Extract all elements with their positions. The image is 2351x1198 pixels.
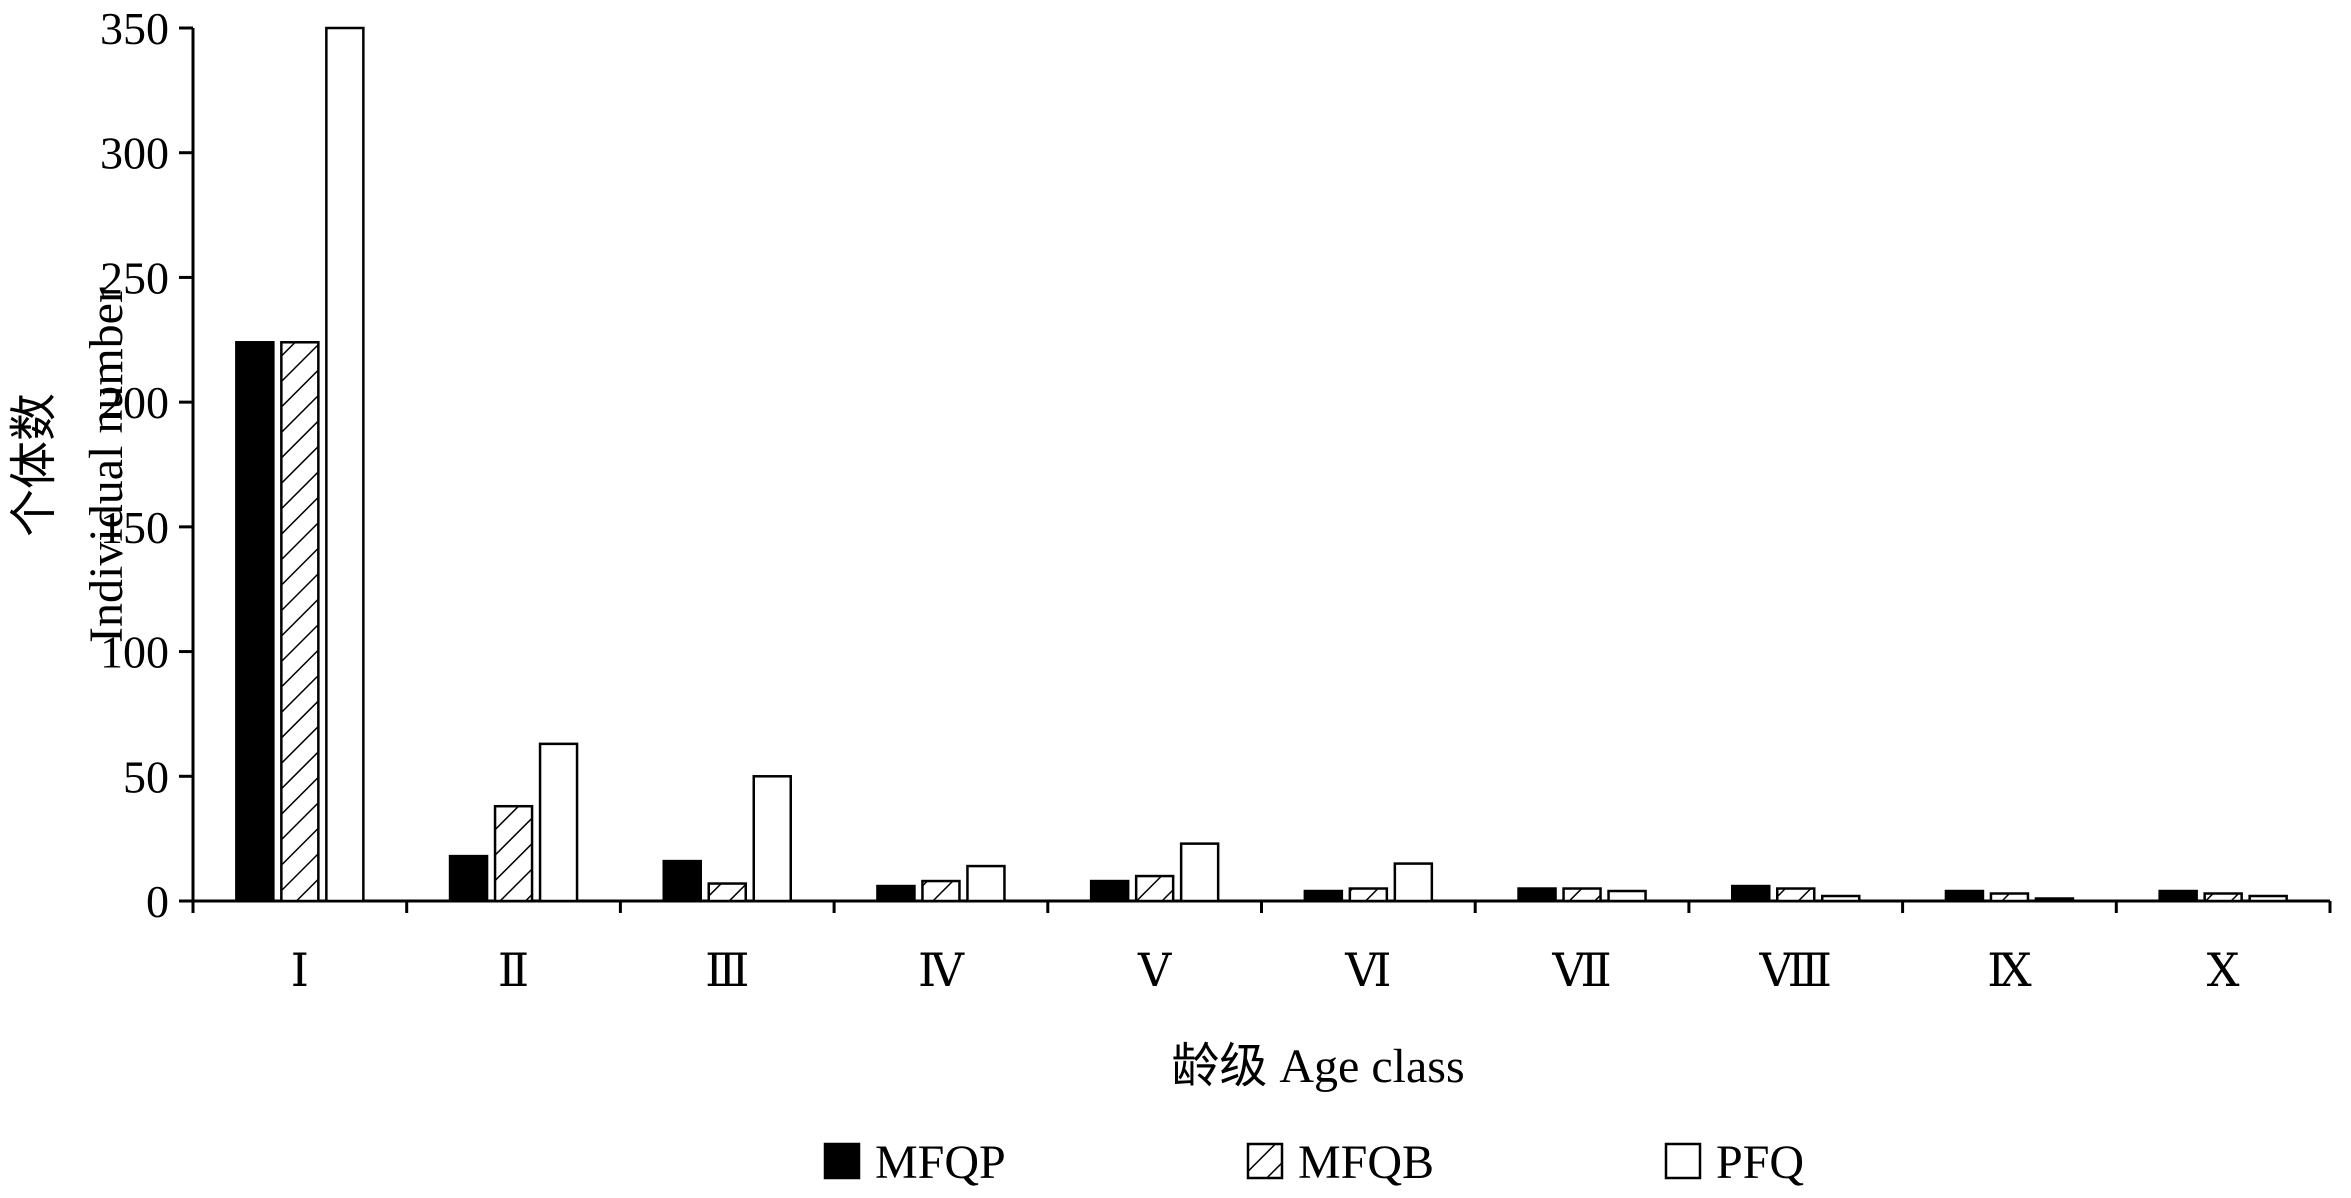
legend-swatch-pfq bbox=[1664, 1142, 1702, 1180]
bar-mfqp-6 bbox=[1303, 889, 1344, 903]
bar-pfq-2 bbox=[538, 742, 579, 903]
bar-mfqb-7 bbox=[1562, 887, 1602, 903]
bar-pfq-3 bbox=[752, 775, 792, 903]
legend-swatch-mfqb bbox=[1246, 1142, 1284, 1180]
x-axis-title: 龄级 Age class bbox=[1171, 1040, 1464, 1093]
bars bbox=[235, 26, 2288, 903]
bar-mfqp-2 bbox=[448, 854, 489, 903]
bar-mfqb-2 bbox=[493, 804, 534, 903]
legend-label-pfq: PFQ bbox=[1716, 1136, 1804, 1189]
bar-mfqb-6 bbox=[1348, 887, 1389, 903]
y-tick-label: 50 bbox=[123, 751, 169, 802]
x-tick-label: Ⅵ bbox=[1344, 945, 1391, 996]
x-tick-label: Ⅶ bbox=[1551, 945, 1611, 996]
bar-mfqp-9 bbox=[1944, 889, 1985, 903]
y-tick-label: 250 bbox=[100, 252, 169, 303]
y-axis: 0 50 100 150 200 250 300 350 bbox=[100, 3, 195, 927]
bar-pfq-1 bbox=[325, 26, 365, 903]
bar-mfqb-3 bbox=[707, 882, 747, 903]
y-tick-label: 300 bbox=[100, 128, 169, 179]
bar-pfq-7 bbox=[1607, 889, 1647, 903]
bar-mfqp-1 bbox=[235, 341, 275, 903]
y-tick-label: 0 bbox=[146, 876, 169, 927]
bar-pfq-9 bbox=[2034, 897, 2075, 903]
legend-swatch-mfqp bbox=[823, 1142, 861, 1180]
x-tick-label: Ⅲ bbox=[705, 945, 749, 996]
bar-pfq-6 bbox=[1393, 862, 1434, 903]
bar-pfq-4 bbox=[966, 864, 1006, 903]
y-axis-title-zh: 个体数 bbox=[8, 393, 61, 537]
x-tick-label: Ⅱ bbox=[498, 945, 529, 996]
x-tick-label: Ⅳ bbox=[918, 945, 965, 996]
y-tick-label: 200 bbox=[100, 377, 169, 428]
bar-mfqb-1 bbox=[280, 341, 320, 903]
x-tick-label: Ⅴ bbox=[1137, 945, 1172, 996]
x-tick-label: Ⅷ bbox=[1759, 945, 1832, 996]
y-tick-label: 350 bbox=[100, 3, 169, 54]
bar-pfq-10 bbox=[2248, 894, 2288, 903]
bar-mfqp-4 bbox=[876, 884, 916, 903]
bar-mfqb-8 bbox=[1776, 887, 1816, 903]
bar-mfqb-4 bbox=[921, 879, 961, 903]
x-tick-label: Ⅹ bbox=[2207, 945, 2240, 996]
bar-mfqp-3 bbox=[662, 859, 702, 903]
legend: MFQP MFQB PFQ bbox=[823, 1136, 1804, 1189]
y-tick-label: 100 bbox=[100, 627, 169, 678]
bar-pfq-5 bbox=[1179, 842, 1220, 903]
bar-mfqp-7 bbox=[1517, 887, 1557, 903]
bar-mfqp-10 bbox=[2158, 889, 2198, 903]
y-axis-title-en: Individual number bbox=[80, 287, 133, 643]
bar-mfqb-5 bbox=[1134, 874, 1175, 903]
legend-label-mfqp: MFQP bbox=[875, 1136, 1006, 1189]
y-tick-label: 150 bbox=[100, 502, 169, 553]
bar-mfqb-9 bbox=[1989, 892, 2030, 903]
y-axis-title: 个体数 Individual number bbox=[8, 287, 133, 643]
legend-label-mfqb: MFQB bbox=[1298, 1136, 1434, 1189]
x-tick-label: Ⅰ bbox=[291, 945, 309, 996]
x-tick-label: Ⅸ bbox=[1987, 945, 2032, 996]
x-axis: Ⅰ Ⅱ Ⅲ Ⅳ Ⅴ Ⅵ Ⅶ Ⅷ Ⅸ Ⅹ bbox=[191, 899, 2332, 996]
bar-pfq-8 bbox=[1821, 894, 1861, 903]
bar-mfqp-8 bbox=[1731, 884, 1771, 903]
bar-mfqp-5 bbox=[1089, 879, 1130, 903]
bar-mfqb-10 bbox=[2203, 892, 2243, 903]
